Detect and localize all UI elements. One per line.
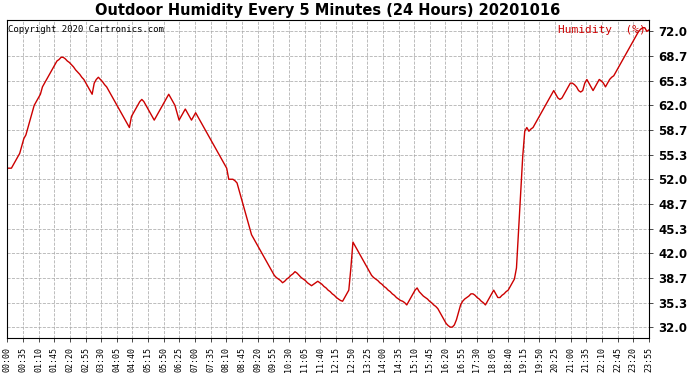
Title: Outdoor Humidity Every 5 Minutes (24 Hours) 20201016: Outdoor Humidity Every 5 Minutes (24 Hou…	[95, 3, 561, 18]
Text: Humidity  (%): Humidity (%)	[558, 25, 646, 35]
Text: Copyright 2020 Cartronics.com: Copyright 2020 Cartronics.com	[8, 25, 164, 34]
